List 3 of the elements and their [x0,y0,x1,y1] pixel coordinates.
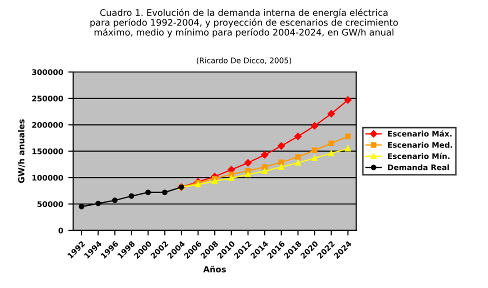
y-axis-title: GW/h anuales [18,119,26,184]
x-axis-title: Años [203,266,226,272]
chart-title: Cuadro 1. Evolución de la demanda interna de energía eléctrica para período 1992-2004, y proyección de escenarios de crecimiento máximo, medio y mínimo para período 2004-2024, en GW/h anual [90,8,398,38]
